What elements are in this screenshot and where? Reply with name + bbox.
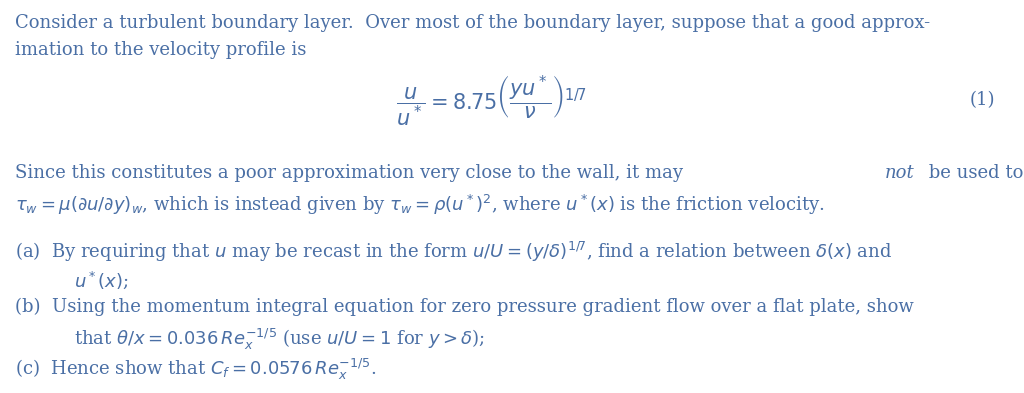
Text: $u^*(x)$;: $u^*(x)$; [74,269,129,290]
Text: Consider a turbulent boundary layer.  Over most of the boundary layer, suppose t: Consider a turbulent boundary layer. Ove… [15,14,931,32]
Text: not: not [885,164,914,182]
Text: $\tau_w = \mu(\partial u/\partial y)_w$, which is instead given by $\tau_w = \rh: $\tau_w = \mu(\partial u/\partial y)_w$,… [15,193,825,217]
Text: Since this constitutes a poor approximation very close to the wall, it may: Since this constitutes a poor approximat… [15,164,689,182]
Text: $\dfrac{u}{u^*} = 8.75\left(\dfrac{yu^*}{\nu}\right)^{1/7}$: $\dfrac{u}{u^*} = 8.75\left(\dfrac{yu^*}… [396,73,587,127]
Text: (a)  By requiring that $u$ may be recast in the form $u/U = (y/\delta)^{1/7}$, f: (a) By requiring that $u$ may be recast … [15,240,893,264]
Text: imation to the velocity profile is: imation to the velocity profile is [15,41,307,59]
Text: be used to calculate: be used to calculate [923,164,1024,182]
Text: (1): (1) [970,91,995,109]
Text: (b)  Using the momentum integral equation for zero pressure gradient flow over a: (b) Using the momentum integral equation… [15,298,914,316]
Text: (c)  Hence show that $C_f = 0.0576\,Re_x^{-1/5}$.: (c) Hence show that $C_f = 0.0576\,Re_x^… [15,357,377,382]
Text: that $\theta/x = 0.036\,Re_x^{-1/5}$ (use $u/U = 1$ for $y > \delta$);: that $\theta/x = 0.036\,Re_x^{-1/5}$ (us… [74,327,485,352]
